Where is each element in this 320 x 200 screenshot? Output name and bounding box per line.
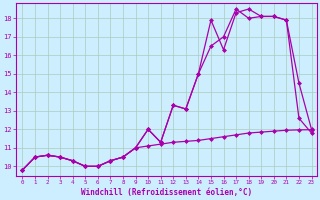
X-axis label: Windchill (Refroidissement éolien,°C): Windchill (Refroidissement éolien,°C) (81, 188, 252, 197)
